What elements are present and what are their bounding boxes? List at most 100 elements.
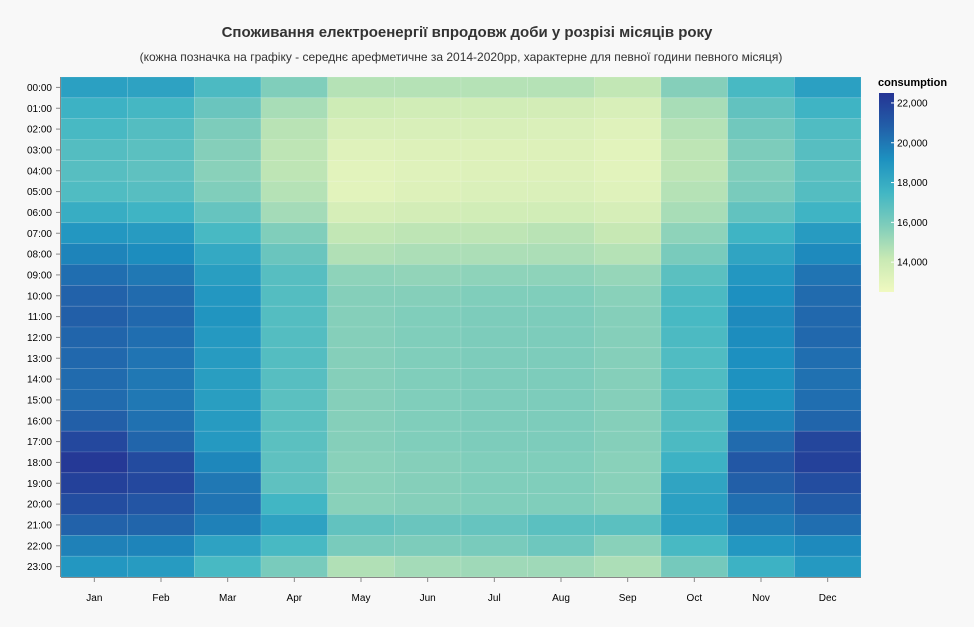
heatmap-cell <box>594 535 662 557</box>
heatmap-cell <box>260 472 328 494</box>
heatmap-cell <box>527 264 595 286</box>
heatmap-cell <box>60 305 128 328</box>
heatmap-cell <box>327 76 395 99</box>
heatmap-cell <box>194 243 262 265</box>
heatmap-cell <box>260 326 328 349</box>
heatmap-cell <box>260 493 328 515</box>
heatmap-cell <box>727 368 795 390</box>
heatmap-cell <box>127 514 195 536</box>
heatmap-cell <box>394 493 462 515</box>
heatmap-cell <box>794 264 862 286</box>
heatmap-cell <box>260 555 328 578</box>
heatmap-cell <box>60 347 128 369</box>
heatmap-cell <box>194 139 262 161</box>
heatmap-cell <box>394 160 462 182</box>
heatmap-cell <box>194 368 262 390</box>
heatmap-cell <box>727 118 795 140</box>
heatmap-cell <box>394 555 462 578</box>
heatmap-cell <box>460 472 528 494</box>
heatmap-cell <box>660 160 728 182</box>
heatmap-cell <box>394 305 462 328</box>
heatmap-cell <box>794 410 862 432</box>
heatmap-cell <box>527 139 595 161</box>
heatmap-cell <box>260 285 328 307</box>
heatmap-cell <box>327 451 395 474</box>
heatmap-cell <box>594 472 662 494</box>
y-tick-label: 19:00 <box>27 479 52 490</box>
heatmap-cell <box>527 430 595 453</box>
heatmap-cell <box>127 493 195 515</box>
heatmap-cell <box>127 305 195 328</box>
heatmap-cell <box>260 76 328 99</box>
heatmap-cell <box>127 222 195 244</box>
color-legend: consumption 22,000 20,000 18,000 16,000 14,0… <box>878 77 947 292</box>
heatmap-cell <box>327 430 395 453</box>
heatmap-cell <box>327 97 395 119</box>
heatmap-cell <box>727 389 795 411</box>
heatmap-cell <box>527 305 595 328</box>
heatmap-cell <box>394 180 462 203</box>
heatmap-cell <box>660 118 728 140</box>
heatmap-cell <box>60 139 128 161</box>
heatmap-cell <box>327 368 395 390</box>
heatmap-cell <box>460 326 528 349</box>
heatmap-cell <box>594 410 662 432</box>
heatmap-cell <box>794 97 862 119</box>
heatmap-cell <box>127 201 195 224</box>
heatmap-cell <box>394 389 462 411</box>
heatmap-cell <box>794 514 862 536</box>
heatmap-cell <box>727 410 795 432</box>
heatmap-cell <box>527 76 595 99</box>
heatmap-cell <box>60 180 128 203</box>
heatmap-cell <box>660 305 728 328</box>
heatmap-cell <box>327 243 395 265</box>
heatmap-cell <box>660 368 728 390</box>
heatmap-cell <box>260 368 328 390</box>
heatmap-cell <box>794 201 862 224</box>
heatmap-cell <box>460 285 528 307</box>
heatmap-cell <box>460 389 528 411</box>
heatmap-cell <box>660 264 728 286</box>
heatmap-cell <box>460 430 528 453</box>
x-tick-label: May <box>352 593 371 604</box>
heatmap-cell <box>327 514 395 536</box>
heatmap-cell <box>594 97 662 119</box>
y-tick-label: 17:00 <box>27 437 52 448</box>
heatmap-cells <box>60 76 862 578</box>
heatmap-cell <box>327 201 395 224</box>
heatmap-cell <box>127 347 195 369</box>
heatmap-cell <box>260 222 328 244</box>
heatmap-cell <box>60 285 128 307</box>
heatmap-cell <box>727 305 795 328</box>
heatmap-cell <box>460 201 528 224</box>
heatmap-cell <box>660 430 728 453</box>
x-tick-label: Jan <box>86 593 102 604</box>
heatmap-cell <box>460 514 528 536</box>
heatmap-cell <box>660 201 728 224</box>
heatmap-cell <box>527 555 595 578</box>
heatmap-cell <box>794 285 862 307</box>
heatmap-cell <box>194 389 262 411</box>
heatmap-cell <box>460 243 528 265</box>
heatmap-cell <box>394 514 462 536</box>
heatmap-cell <box>594 243 662 265</box>
x-tick-label: Oct <box>687 593 703 604</box>
heatmap-cell <box>394 76 462 99</box>
heatmap-cell <box>194 160 262 182</box>
heatmap-cell <box>527 118 595 140</box>
heatmap-cell <box>660 472 728 494</box>
heatmap-cell <box>60 430 128 453</box>
heatmap-cell <box>127 139 195 161</box>
heatmap-cell <box>594 493 662 515</box>
heatmap-cell <box>727 97 795 119</box>
heatmap-cell <box>194 451 262 474</box>
chart-subtitle: (кожна позначка на графіку - середнє аре… <box>140 50 783 64</box>
heatmap-cell <box>194 410 262 432</box>
heatmap-cell <box>527 472 595 494</box>
heatmap-cell <box>260 118 328 140</box>
heatmap-cell <box>260 451 328 474</box>
heatmap-cell <box>327 472 395 494</box>
y-tick-label: 01:00 <box>27 104 52 115</box>
heatmap-cell <box>194 97 262 119</box>
